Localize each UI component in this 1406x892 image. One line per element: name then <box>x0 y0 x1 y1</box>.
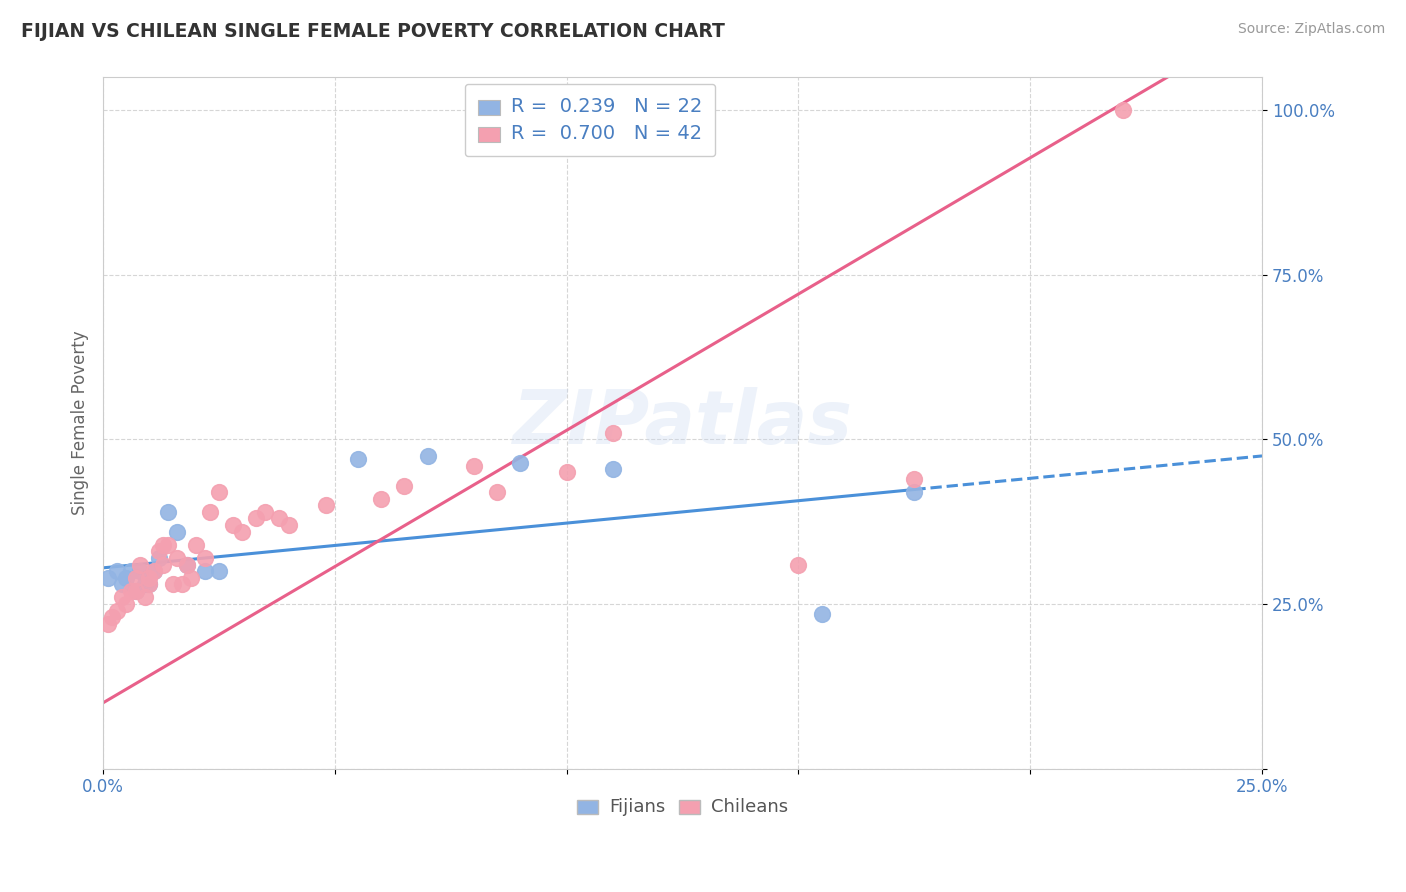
Point <box>124 583 146 598</box>
Point <box>148 544 170 558</box>
Point <box>143 564 166 578</box>
Point <box>176 558 198 572</box>
Point <box>602 462 624 476</box>
Point <box>208 485 231 500</box>
Point <box>463 458 485 473</box>
Point <box>222 518 245 533</box>
Point <box>152 558 174 572</box>
Point <box>194 551 217 566</box>
Point <box>105 564 128 578</box>
Point <box>105 604 128 618</box>
Point <box>124 571 146 585</box>
Text: Source: ZipAtlas.com: Source: ZipAtlas.com <box>1237 22 1385 37</box>
Point <box>903 472 925 486</box>
Point <box>111 577 134 591</box>
Point <box>134 591 156 605</box>
Point <box>134 577 156 591</box>
Point <box>1112 103 1135 118</box>
Point <box>101 610 124 624</box>
Point <box>370 491 392 506</box>
Point <box>787 558 810 572</box>
Point <box>194 564 217 578</box>
Point <box>231 524 253 539</box>
Point <box>277 518 299 533</box>
Point <box>120 564 142 578</box>
Point <box>394 478 416 492</box>
Point <box>555 466 578 480</box>
Point <box>115 597 138 611</box>
Point <box>416 449 439 463</box>
Point <box>509 456 531 470</box>
Point <box>129 558 152 572</box>
Point <box>157 505 180 519</box>
Point <box>111 591 134 605</box>
Point <box>315 498 337 512</box>
Point <box>198 505 221 519</box>
Point <box>184 538 207 552</box>
Point <box>97 616 120 631</box>
Point <box>170 577 193 591</box>
Point <box>347 452 370 467</box>
Point <box>602 425 624 440</box>
Point <box>269 511 291 525</box>
Point <box>152 538 174 552</box>
Point <box>208 564 231 578</box>
Point <box>124 583 146 598</box>
Point <box>97 571 120 585</box>
Text: FIJIAN VS CHILEAN SINGLE FEMALE POVERTY CORRELATION CHART: FIJIAN VS CHILEAN SINGLE FEMALE POVERTY … <box>21 22 725 41</box>
Y-axis label: Single Female Poverty: Single Female Poverty <box>72 331 89 516</box>
Point <box>245 511 267 525</box>
Text: ZIPatlas: ZIPatlas <box>513 386 852 459</box>
Point <box>166 551 188 566</box>
Point <box>166 524 188 539</box>
Point <box>138 571 160 585</box>
Point <box>486 485 509 500</box>
Point <box>143 564 166 578</box>
Point <box>810 607 832 621</box>
Point <box>129 564 152 578</box>
Legend: Fijians, Chileans: Fijians, Chileans <box>568 789 796 824</box>
Point <box>138 577 160 591</box>
Point <box>903 485 925 500</box>
Point <box>176 558 198 572</box>
Point <box>115 571 138 585</box>
Point <box>162 577 184 591</box>
Point <box>180 571 202 585</box>
Point <box>157 538 180 552</box>
Point <box>120 583 142 598</box>
Point <box>254 505 277 519</box>
Point <box>148 551 170 566</box>
Point <box>138 577 160 591</box>
